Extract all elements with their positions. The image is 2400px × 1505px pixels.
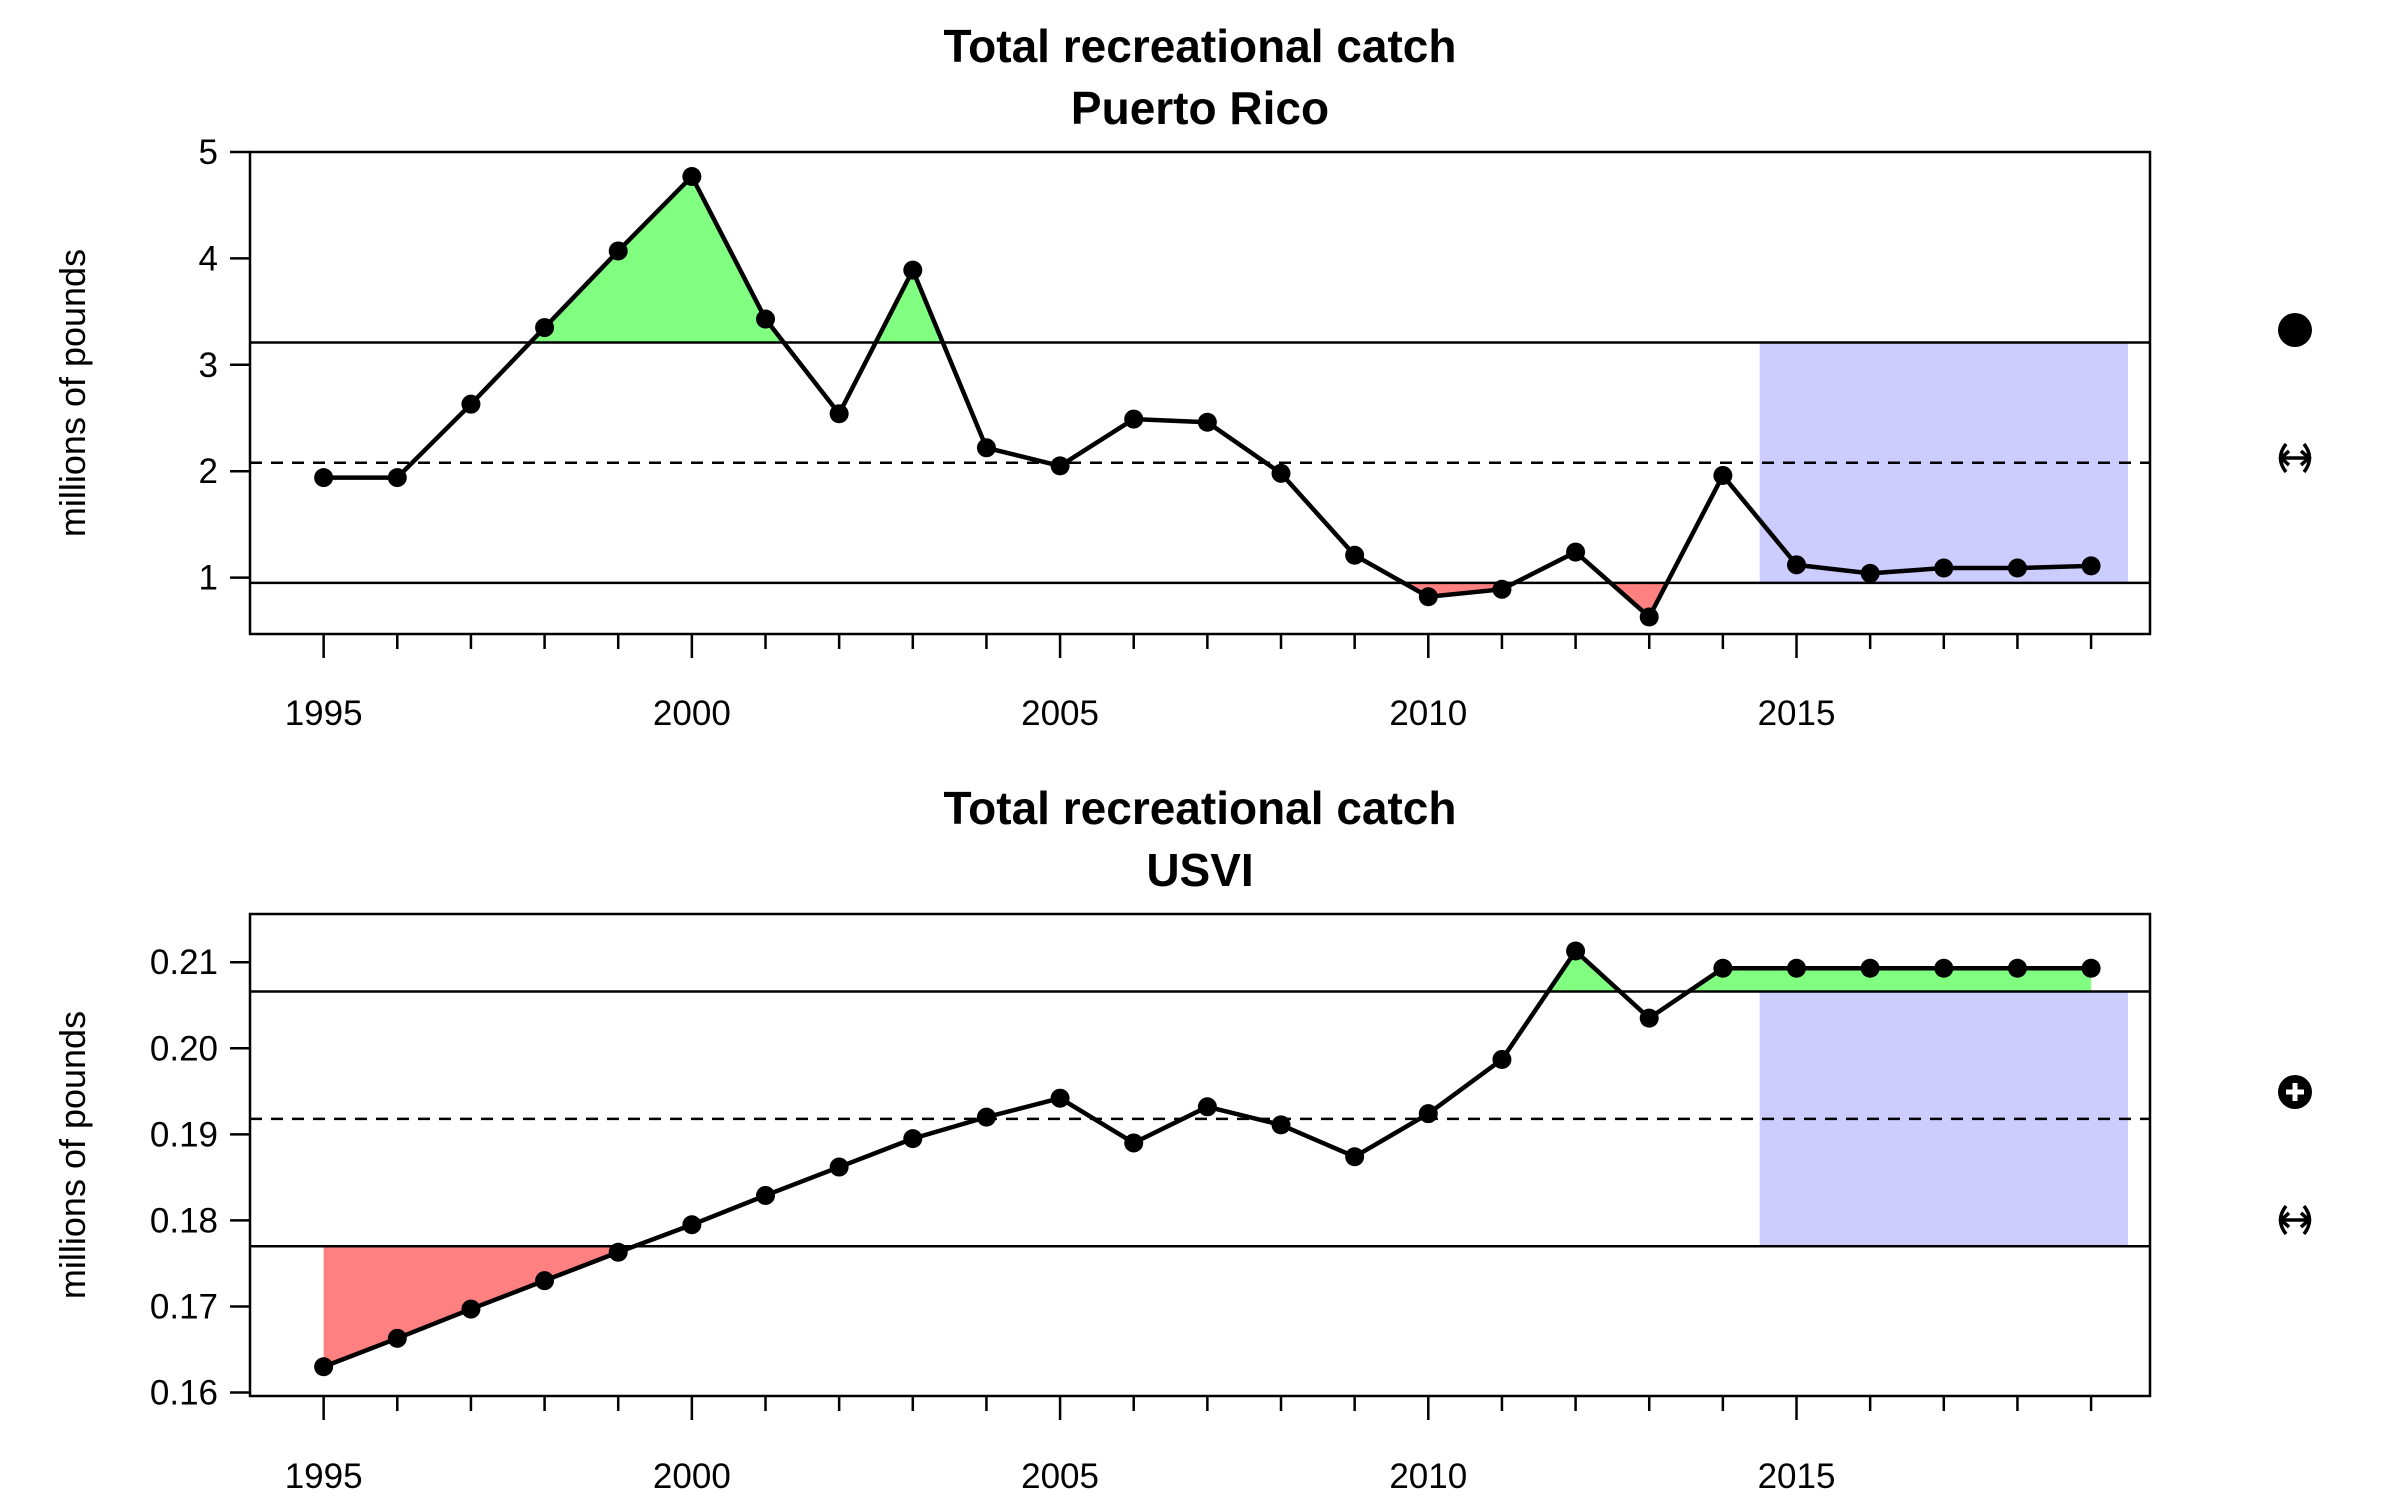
y-axis-label: millions of pounds <box>52 249 93 537</box>
data-point-2010 <box>1418 1104 1438 1124</box>
data-point-2016 <box>1860 958 1880 978</box>
data-point-2007 <box>1197 412 1217 432</box>
data-point-2014 <box>1713 465 1733 485</box>
left-right-arrow-icon <box>2278 442 2312 474</box>
data-point-2006 <box>1124 1133 1144 1153</box>
chart-subtitle: USVI <box>1146 844 1253 896</box>
y-tick-label: 0.17 <box>150 1287 218 1326</box>
data-point-2019 <box>2081 958 2101 978</box>
above-threshold-fill <box>875 270 943 343</box>
y-tick-label: 1 <box>199 559 218 598</box>
x-tick-label: 2015 <box>1758 1457 1836 1496</box>
data-point-2015 <box>1787 958 1807 978</box>
y-tick-label: 0.16 <box>150 1374 218 1413</box>
data-point-1998 <box>535 318 555 338</box>
data-point-1995 <box>314 468 334 488</box>
data-point-2018 <box>2007 958 2027 978</box>
y-tick-label: 0.19 <box>150 1115 218 1154</box>
data-point-2009 <box>1345 545 1365 565</box>
chart-subtitle: Puerto Rico <box>1071 82 1329 134</box>
x-tick-label: 1995 <box>285 694 363 733</box>
data-point-2010 <box>1418 587 1438 607</box>
data-point-1996 <box>387 1328 407 1348</box>
x-axis: 1995 2000 2005 2010 2015 <box>285 634 2093 733</box>
data-point-2006 <box>1124 409 1144 429</box>
data-point-2004 <box>976 438 996 458</box>
data-point-1998 <box>535 1271 555 1291</box>
data-point-1995 <box>314 1357 334 1377</box>
data-point-2001 <box>756 309 776 329</box>
data-point-2002 <box>829 404 849 424</box>
data-point-2008 <box>1271 463 1291 483</box>
data-point-2014 <box>1713 958 1733 978</box>
above-threshold-fill <box>530 176 784 343</box>
data-point-2003 <box>903 1129 923 1149</box>
y-tick-label: 2 <box>199 452 218 491</box>
data-point-1996 <box>387 468 407 488</box>
data-point-2004 <box>976 1107 996 1127</box>
data-point-1997 <box>461 394 481 414</box>
x-axis: 1995 2000 2005 2010 2015 <box>285 1396 2093 1496</box>
y-tick-label: 3 <box>199 346 218 385</box>
y-tick-label: 4 <box>199 239 218 278</box>
left-right-arrow-icon <box>2278 1204 2312 1236</box>
above-threshold-fill <box>1548 951 1620 992</box>
data-point-2000 <box>682 1215 702 1235</box>
data-point-2007 <box>1197 1097 1217 1117</box>
data-point-2002 <box>829 1157 849 1177</box>
x-tick-label: 2005 <box>1021 1457 1099 1496</box>
x-tick-label: 2015 <box>1758 694 1836 733</box>
panel-usvi: Total recreational catch USVI 1995 2000 2005… <box>52 782 2312 1496</box>
x-tick-label: 2000 <box>653 694 731 733</box>
filled-circle-icon <box>2278 313 2312 347</box>
y-tick-label: 0.21 <box>150 943 218 982</box>
y-axis-label: millions of pounds <box>52 1011 93 1299</box>
data-point-2016 <box>1860 563 1880 583</box>
y-tick-label: 5 <box>199 133 218 172</box>
plot-frame <box>248 150 2152 636</box>
data-point-2005 <box>1050 456 1070 476</box>
circle-plus-icon <box>2278 1075 2312 1109</box>
x-tick-label: 1995 <box>285 1457 363 1496</box>
data-point-2009 <box>1345 1147 1365 1167</box>
y-axis: 1 2 3 4 5 <box>199 133 250 598</box>
panel-puerto-rico: Total recreational catch Puerto Rico 1995 2… <box>52 20 2312 733</box>
data-point-2005 <box>1050 1088 1070 1108</box>
data-point-2018 <box>2007 558 2027 578</box>
data-point-2017 <box>1934 958 1954 978</box>
x-tick-label: 2010 <box>1389 694 1467 733</box>
y-axis: 0.16 0.17 0.18 0.19 0.20 0.21 <box>150 943 250 1413</box>
data-point-2003 <box>903 260 923 280</box>
x-tick-label: 2010 <box>1389 1457 1467 1496</box>
x-tick-label: 2000 <box>653 1457 731 1496</box>
data-point-2017 <box>1934 558 1954 578</box>
x-tick-label: 2005 <box>1021 694 1099 733</box>
y-tick-label: 0.18 <box>150 1201 218 1240</box>
data-point-1997 <box>461 1299 481 1319</box>
data-point-2011 <box>1492 579 1512 599</box>
data-point-2008 <box>1271 1115 1291 1135</box>
chart-title: Total recreational catch <box>944 20 1457 72</box>
data-point-1999 <box>608 241 628 261</box>
y-tick-label: 0.20 <box>150 1029 218 1068</box>
data-point-2013 <box>1639 607 1659 627</box>
data-point-2011 <box>1492 1049 1512 1069</box>
data-point-2012 <box>1566 941 1586 961</box>
data-point-2012 <box>1566 542 1586 562</box>
data-point-1999 <box>608 1242 628 1262</box>
data-point-2000 <box>682 166 702 186</box>
data-point-2019 <box>2081 556 2101 576</box>
data-point-2013 <box>1639 1008 1659 1028</box>
plot-frame <box>248 912 2152 1398</box>
chart-title: Total recreational catch <box>944 782 1457 834</box>
data-point-2001 <box>756 1185 776 1205</box>
above-threshold-fill <box>1688 968 2092 992</box>
data-point-2015 <box>1787 555 1807 575</box>
